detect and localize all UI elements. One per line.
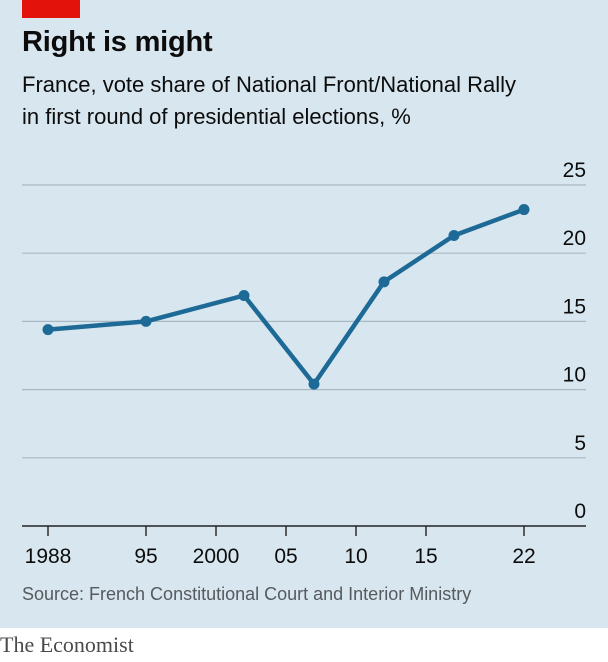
series-layer (42, 204, 530, 390)
chart-subtitle-line-2: in first round of presidential elections… (22, 104, 411, 129)
x-axis: 1988 95 2000 05 10 15 22 (25, 526, 536, 568)
x-tick-label-2000: 2000 (193, 545, 240, 568)
x-tick-label-05: 05 (274, 545, 297, 568)
x-tick-label-10: 10 (344, 545, 367, 568)
chart-panel (0, 0, 608, 628)
brand-tag (22, 0, 80, 18)
publisher-logo: The Economist (0, 632, 134, 657)
chart-title: Right is might (22, 26, 213, 58)
y-tick-label-25: 25 (563, 159, 586, 182)
data-point-2002 (238, 289, 250, 301)
data-point-1995 (140, 315, 152, 327)
y-tick-label-5: 5 (574, 432, 586, 455)
chart-subtitle-line-1: France, vote share of National Front/Nat… (22, 72, 517, 97)
x-tick-label-15: 15 (414, 545, 437, 568)
x-tick-label-1988: 1988 (25, 545, 72, 568)
y-tick-label-0: 0 (574, 500, 586, 523)
data-point-2022 (518, 204, 530, 216)
y-tick-label-15: 15 (563, 295, 586, 318)
grid-lines (22, 184, 586, 527)
x-tick-label-95: 95 (134, 545, 157, 568)
data-point-2007 (308, 378, 320, 390)
y-tick-label-20: 20 (563, 227, 586, 250)
data-point-1988 (42, 324, 54, 336)
x-tick-label-22: 22 (512, 545, 535, 568)
y-tick-label-10: 10 (563, 364, 586, 387)
data-point-2017 (448, 229, 460, 241)
y-tick-labels: 0 5 10 15 20 25 (563, 159, 586, 523)
source-note: Source: French Constitutional Court and … (22, 584, 472, 604)
data-point-2012 (378, 276, 390, 288)
